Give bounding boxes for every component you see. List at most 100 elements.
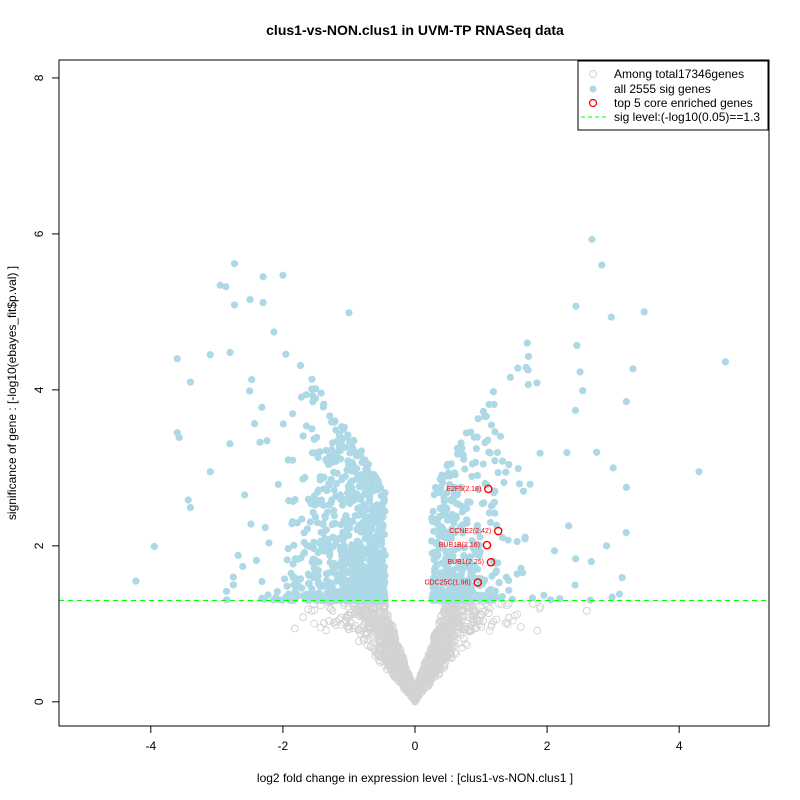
sig-point [337,437,345,446]
y-tick-label: 4 [32,386,46,393]
sig-point [289,497,297,505]
sig-point [316,448,324,456]
nonsig-point [391,673,399,682]
sig-point [457,569,465,578]
sig-point [488,572,496,580]
sig-point [359,564,368,572]
sig-point [280,575,289,583]
sig-point [339,528,347,536]
nonsig-point [444,635,453,644]
nonsig-point [365,613,373,622]
sig-point [430,555,438,564]
sig-point [491,428,499,436]
nonsig-point [443,610,451,618]
nonsig-point [495,600,503,608]
nonsig-point [457,606,466,615]
sig-point [358,548,367,556]
sig-point [150,542,158,551]
sig-point [446,584,454,592]
nonsig-point [399,658,407,667]
sig-point [505,460,513,469]
nonsig-point [444,620,453,629]
nonsig-point [376,614,385,622]
top-gene-point [482,540,492,550]
sig-point [622,483,630,491]
sig-point [355,482,363,491]
sig-point [322,526,330,534]
nonsig-point [380,609,388,618]
sig-point [572,555,580,563]
sig-point [482,412,490,420]
nonsig-point [475,617,484,625]
sig-point [308,449,317,457]
sig-point [461,543,469,552]
top-gene-point [486,557,496,567]
sig-point [310,574,318,582]
nonsig-point [383,617,392,625]
sig-point [314,453,322,462]
nonsig-point [379,641,388,650]
nonsig-point [470,606,479,615]
sig-point [320,400,328,408]
sig-point [517,564,525,572]
nonsig-point [501,619,510,628]
nonsig-point [487,622,496,631]
sig-point [640,308,648,316]
nonsig-point [438,656,447,665]
nonsig-point [369,617,378,625]
nonsig-point [405,672,414,681]
sig-point [433,487,441,496]
nonsig-point [374,609,383,618]
nonsig-point [337,613,345,622]
nonsig-point [452,649,460,658]
nonsig-point [398,659,406,668]
sig-point [316,593,325,601]
sig-point [304,580,313,588]
nonsig-point [304,605,312,614]
sig-point [571,581,579,589]
nonsig-point [468,602,477,611]
sig-point [466,594,474,602]
sig-point [326,551,334,560]
nonsig-point [383,621,392,630]
nonsig-point [387,638,396,647]
sig-point [341,443,349,451]
top-gene-point [473,578,483,587]
axes: -4 -2 0 2 4 0 2 4 6 8 [32,74,683,753]
sig-point [372,593,381,601]
sig-point [296,361,305,370]
sig-point [327,445,336,454]
nonsig-point [440,628,448,636]
sig-point [523,339,531,347]
sig-point [434,576,442,584]
sig-point [317,582,326,590]
sig-point [429,507,437,516]
sig-point [342,583,350,591]
sig-point [284,590,293,598]
sig-point [358,574,367,582]
nonsig-point [320,619,328,627]
sig-point [494,559,502,567]
sig-point [317,389,325,397]
sig-point [337,558,346,566]
nonsig-point [502,601,511,610]
sig-point [259,273,267,281]
sig-point [317,546,325,554]
sig-point [456,523,464,531]
nonsig-point [450,632,459,640]
sig-point [270,596,278,604]
sig-point [573,341,581,350]
nonsig-point [448,644,457,653]
sig-point [363,505,371,513]
sig-point [440,511,448,519]
nonsig-point [463,641,471,650]
sig-point [380,498,388,506]
sig-point [290,573,299,582]
nonsig-point [429,636,438,644]
sig-point [311,501,319,509]
sig-point [330,506,338,515]
sig-point [256,438,264,446]
sig-point [314,486,323,494]
sig-point [454,489,462,497]
